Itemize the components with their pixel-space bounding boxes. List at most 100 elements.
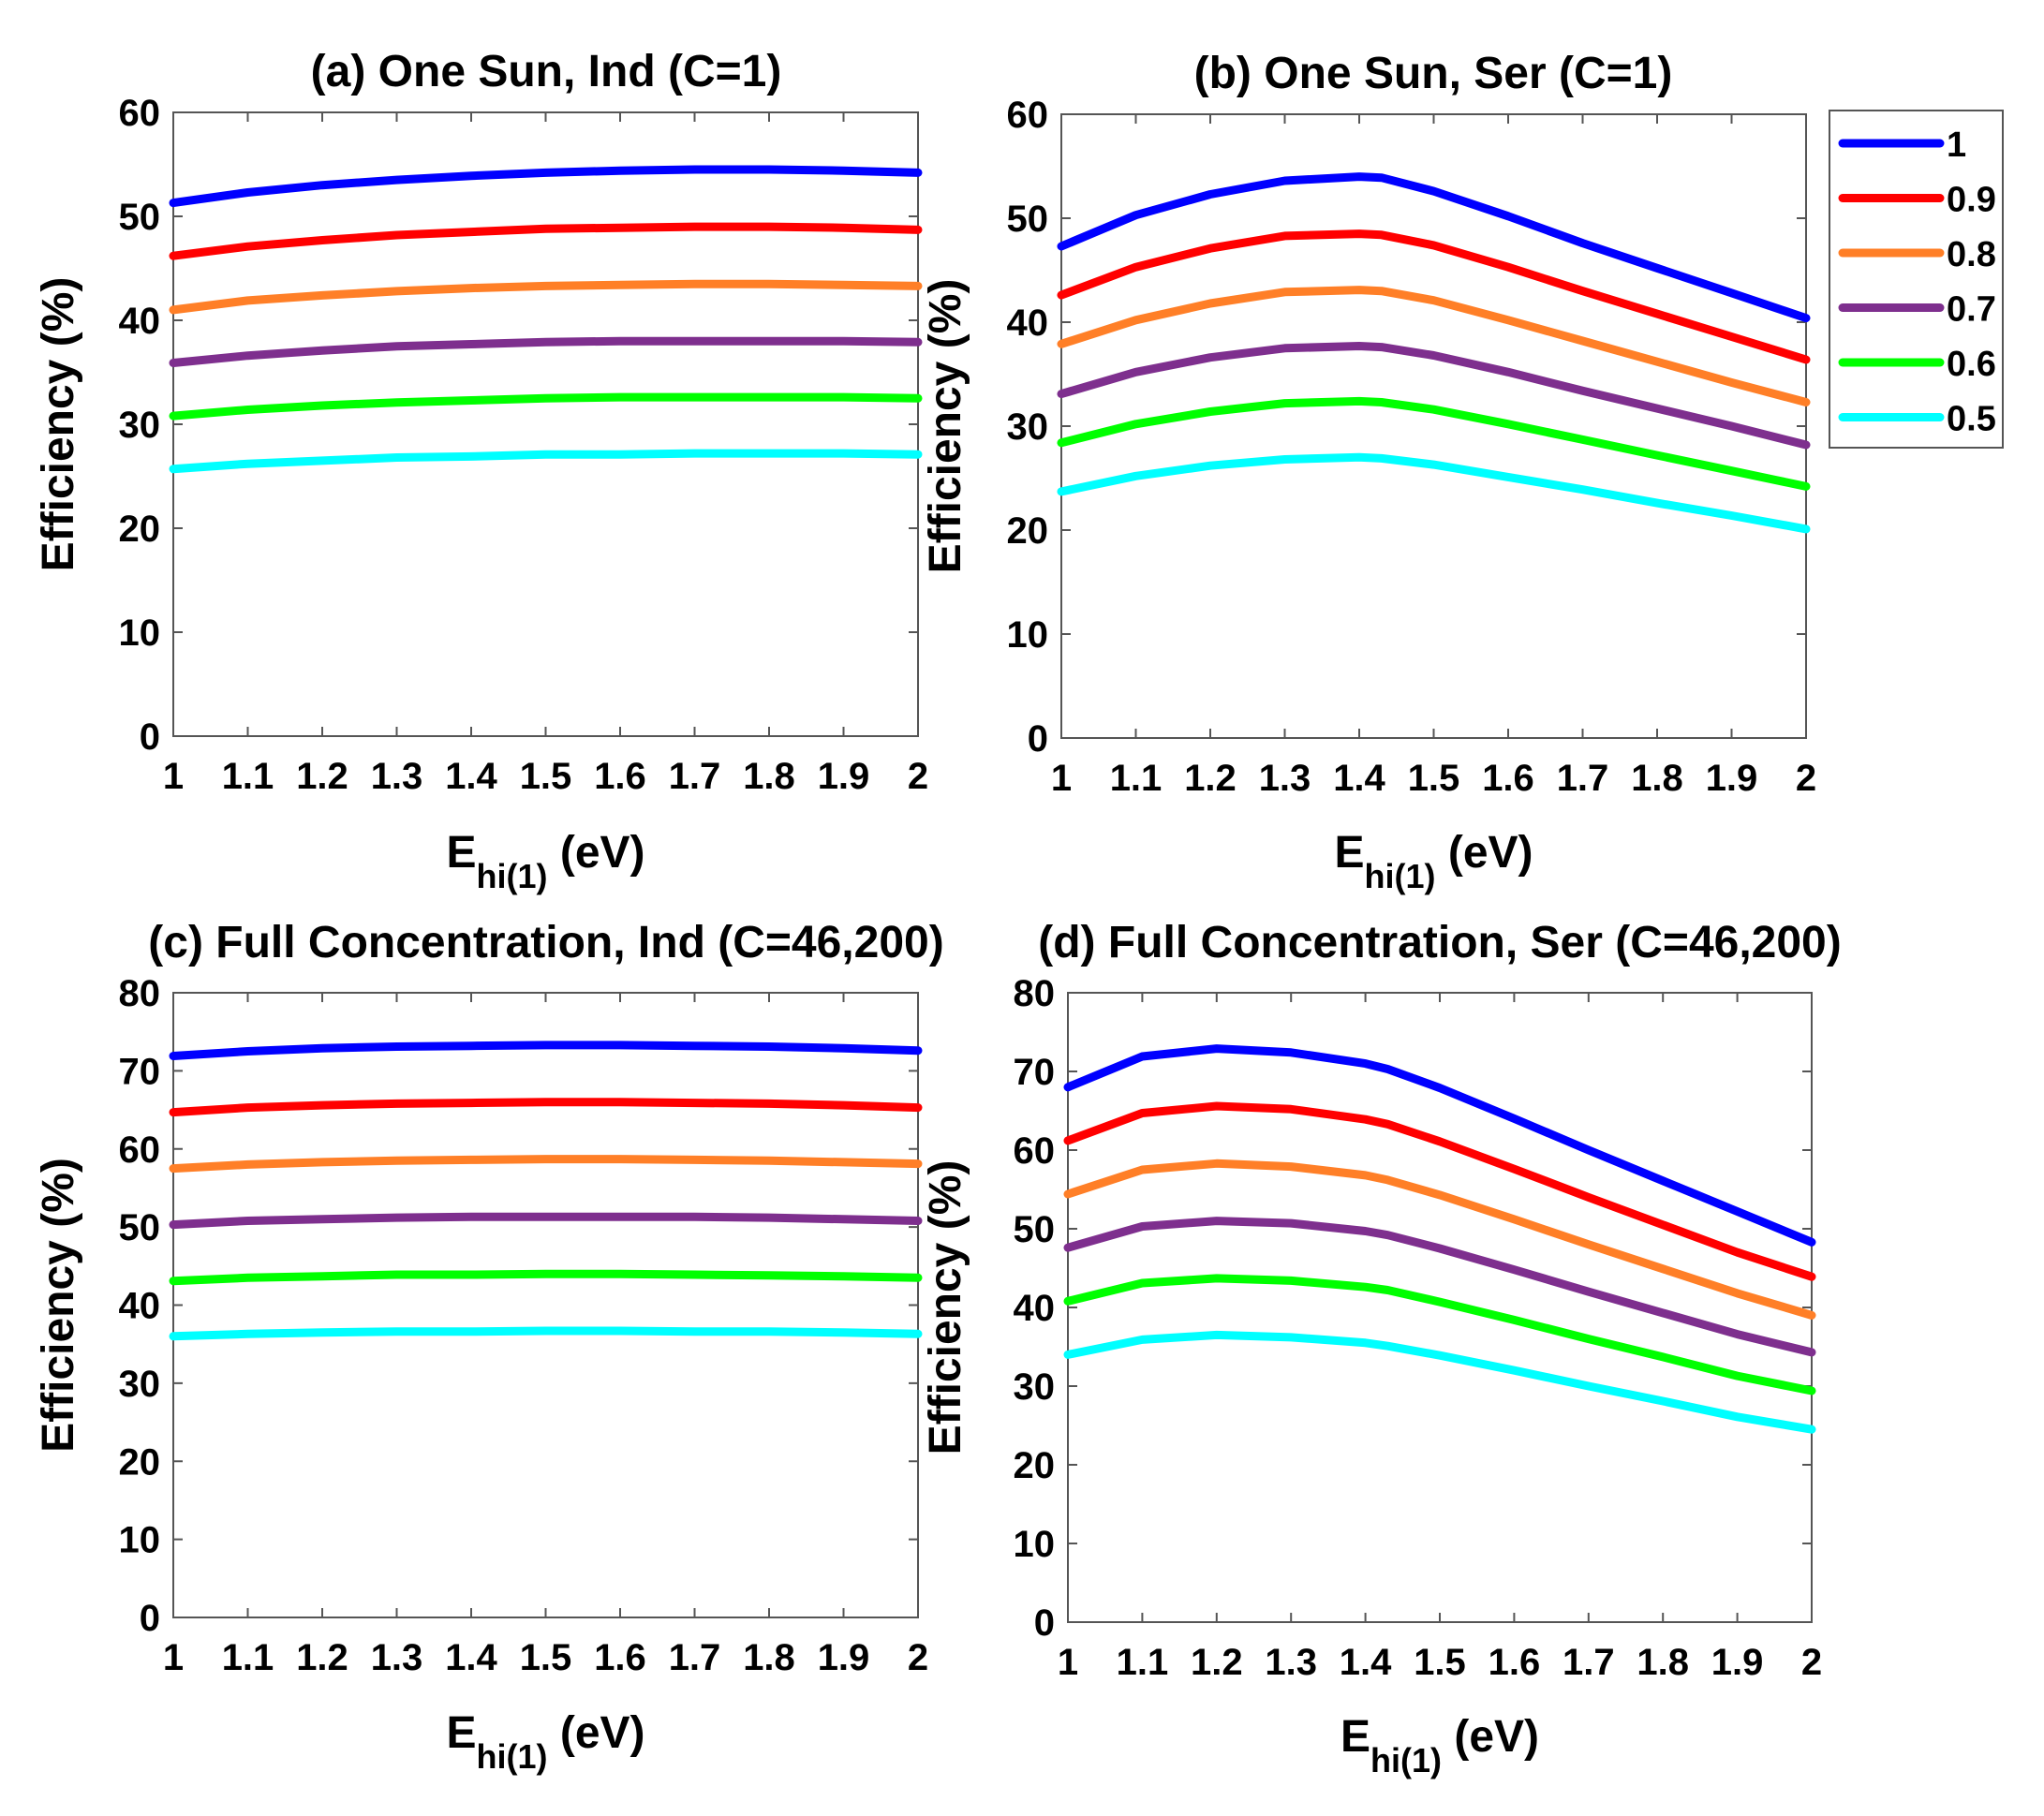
chart-title: (a) One Sun, Ind (C=1) xyxy=(311,47,782,96)
chart-title: (b) One Sun, Ser (C=1) xyxy=(1194,49,1673,98)
x-tick-label: 1.7 xyxy=(669,1637,721,1678)
legend-label: 0.6 xyxy=(1947,345,1996,384)
x-tick-label: 2 xyxy=(1801,1642,1822,1683)
x-axis-label-main: E xyxy=(446,1708,476,1758)
legend-label: 0.9 xyxy=(1947,181,1996,220)
series-line-0.8 xyxy=(1057,286,1811,406)
y-axis-label: Efficiency (%) xyxy=(921,1160,970,1455)
x-tick-label: 1.2 xyxy=(296,756,348,797)
x-tick-label: 1.8 xyxy=(1631,758,1683,799)
series-line-0.5 xyxy=(1063,1330,1816,1434)
x-tick-label: 1.2 xyxy=(296,1637,348,1678)
y-tick-label: 20 xyxy=(1014,1445,1056,1486)
y-tick-label: 70 xyxy=(1014,1052,1056,1093)
y-tick-label: 50 xyxy=(119,197,161,238)
y-tick-label: 30 xyxy=(1014,1366,1056,1408)
legend-entry: 0.9 xyxy=(1838,181,1996,220)
x-tick-label: 1 xyxy=(1058,1642,1078,1683)
series-line-0.7 xyxy=(169,336,923,367)
y-tick-label: 0 xyxy=(1034,1602,1055,1644)
x-axis-label-main: E xyxy=(1334,828,1364,878)
legend-box xyxy=(1829,110,2004,449)
plot-area-frame xyxy=(1067,992,1813,1623)
y-tick-label: 30 xyxy=(119,1364,161,1405)
series-line-0.6 xyxy=(169,392,923,421)
series-line-0.8 xyxy=(169,1155,923,1174)
x-axis-label-unit: (eV) xyxy=(548,828,645,878)
legend-entry: 0.6 xyxy=(1838,345,1996,384)
y-tick-label: 10 xyxy=(1014,1524,1056,1565)
y-tick-label: 40 xyxy=(1007,303,1049,344)
y-tick-label: 50 xyxy=(119,1207,161,1248)
legend-entry: 0.7 xyxy=(1838,290,1996,330)
x-tick-label: 1.7 xyxy=(1563,1642,1615,1683)
x-tick-label: 1.3 xyxy=(371,756,423,797)
legend-label: 0.5 xyxy=(1947,400,1996,439)
x-tick-label: 1.3 xyxy=(1259,758,1311,799)
x-tick-label: 1.6 xyxy=(1482,758,1534,799)
series-line-0.5 xyxy=(1057,452,1811,534)
x-tick-label: 1 xyxy=(163,1637,184,1678)
x-tick-label: 1.8 xyxy=(743,756,795,797)
series-line-0.9 xyxy=(169,222,923,260)
y-tick-label: 40 xyxy=(119,301,161,342)
x-tick-label: 1.9 xyxy=(818,756,870,797)
series-line-0.6 xyxy=(169,1269,923,1286)
x-tick-label: 2 xyxy=(908,1637,928,1678)
x-tick-label: 1.6 xyxy=(594,756,646,797)
plot-area-frame xyxy=(172,992,919,1618)
x-axis-label-main: E xyxy=(1340,1712,1370,1762)
y-tick-label: 20 xyxy=(119,1441,161,1483)
x-tick-label: 1.8 xyxy=(1637,1642,1689,1683)
legend-entry: 0.8 xyxy=(1838,235,1996,274)
chart-panel: (b) One Sun, Ser (C=1) 0 10 20 30 40 50 60 1 1.1 1… xyxy=(921,49,1816,895)
series-line-1 xyxy=(1063,1044,1816,1247)
y-tick-label: 70 xyxy=(119,1051,161,1092)
series-line-0.6 xyxy=(1063,1274,1816,1395)
x-tick-label: 1.9 xyxy=(818,1637,870,1678)
y-tick-label: 80 xyxy=(1014,973,1056,1014)
x-tick-label: 1.7 xyxy=(1557,758,1609,799)
x-tick-label: 1.6 xyxy=(594,1637,646,1678)
x-tick-label: 1 xyxy=(163,756,184,797)
plot-area-frame xyxy=(1060,113,1807,739)
series-line-0.5 xyxy=(169,1326,923,1341)
x-tick-label: 1.2 xyxy=(1191,1642,1243,1683)
y-axis-label: Efficiency (%) xyxy=(34,1158,83,1453)
x-tick-label: 1.3 xyxy=(1265,1642,1317,1683)
x-tick-label: 1.9 xyxy=(1706,758,1758,799)
legend-label: 0.7 xyxy=(1947,290,1996,330)
y-tick-label: 10 xyxy=(119,613,161,654)
x-axis-label: Ehi(1) (eV) xyxy=(1340,1712,1539,1779)
y-tick-label: 10 xyxy=(119,1520,161,1561)
x-axis-label-main: E xyxy=(446,828,476,878)
chart-panel: (c) Full Concentration, Ind (C=46,200)01… xyxy=(34,918,944,1776)
x-tick-label: 2 xyxy=(1796,758,1816,799)
y-tick-label: 50 xyxy=(1014,1209,1056,1250)
x-tick-label: 2 xyxy=(908,756,928,797)
x-tick-label: 1.4 xyxy=(445,756,497,797)
x-axis-label-subscript: hi(1) xyxy=(477,857,548,895)
x-axis-label-unit: (eV) xyxy=(548,1708,645,1758)
x-tick-label: 1.2 xyxy=(1184,758,1237,799)
x-tick-label: 1.3 xyxy=(371,1637,423,1678)
legend-label: 0.8 xyxy=(1947,235,1996,274)
x-tick-label: 1.1 xyxy=(1110,758,1163,799)
x-tick-label: 1 xyxy=(1051,758,1072,799)
y-axis-label: Efficiency (%) xyxy=(34,277,83,572)
x-tick-label: 1.4 xyxy=(1333,758,1385,799)
y-tick-label: 60 xyxy=(1014,1130,1056,1172)
x-axis-label: Ehi(1) (eV) xyxy=(446,1708,644,1776)
x-tick-label: 1.1 xyxy=(222,756,274,797)
series-line-0.9 xyxy=(169,1098,923,1117)
y-tick-label: 40 xyxy=(1014,1288,1056,1329)
x-axis-label-unit: (eV) xyxy=(1442,1712,1539,1762)
series-line-1 xyxy=(169,165,923,208)
x-tick-label: 1.7 xyxy=(669,756,721,797)
legend: 1 0.9 0.8 0.7 0.6 0.5 xyxy=(1829,110,2004,449)
x-tick-label: 1.5 xyxy=(520,756,572,797)
y-tick-label: 50 xyxy=(1007,199,1049,240)
x-tick-label: 1.4 xyxy=(1340,1642,1392,1683)
chart-title: (d) Full Concentration, Ser (C=46,200) xyxy=(1038,918,1841,967)
series-line-1 xyxy=(169,1041,923,1060)
